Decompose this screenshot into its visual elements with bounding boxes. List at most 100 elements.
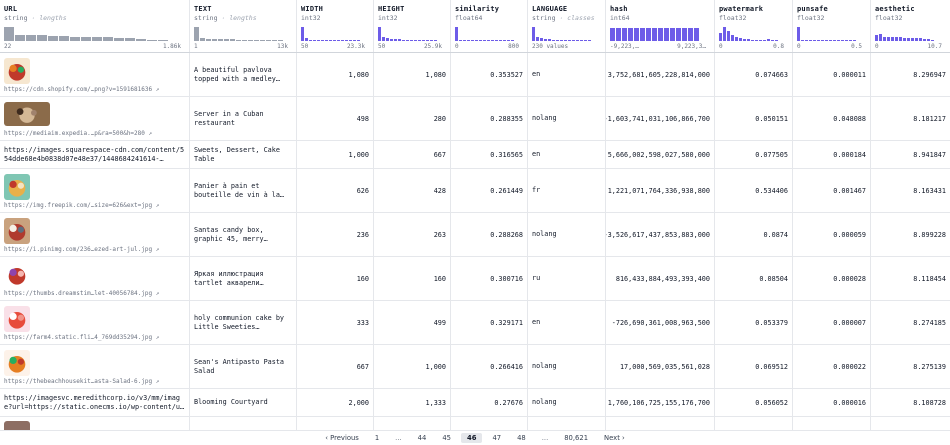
histogram-bar[interactable] xyxy=(544,39,547,41)
cell-height[interactable]: 1,080 xyxy=(374,53,451,96)
histogram-bar[interactable] xyxy=(536,37,539,41)
histogram-bar[interactable] xyxy=(487,40,490,41)
cell-language[interactable]: fr xyxy=(528,169,606,212)
histogram-bar[interactable] xyxy=(771,40,774,41)
histogram-bar[interactable] xyxy=(218,39,223,41)
cell-similarity[interactable]: 0.300716 xyxy=(451,257,528,300)
previous-page-button[interactable]: ‹ Previous xyxy=(325,434,359,442)
cell-aesthetic[interactable]: 8.163431 xyxy=(913,186,946,195)
histogram-bar[interactable] xyxy=(325,40,328,41)
histogram-bar[interactable] xyxy=(479,40,482,41)
histogram-bar[interactable] xyxy=(658,28,663,41)
cell-text[interactable]: Sean's Antipasto Pasta Salad xyxy=(190,345,297,388)
histogram-bar[interactable] xyxy=(883,37,886,41)
table-row[interactable]: https://thumbs.dreamstim…let-40056784.jp… xyxy=(0,257,950,301)
histogram-bar[interactable] xyxy=(875,35,878,41)
histogram-bar[interactable] xyxy=(801,40,804,41)
cell-width[interactable]: 236 xyxy=(297,213,374,256)
histogram-bar[interactable] xyxy=(48,36,58,41)
image-thumbnail[interactable] xyxy=(4,58,30,84)
table-row[interactable]: https://imagesvc.meredithcorp.io/v3/mm/i… xyxy=(0,389,950,417)
column-histogram[interactable] xyxy=(194,27,288,41)
page-number-button[interactable]: 1 xyxy=(374,434,380,442)
histogram-bar[interactable] xyxy=(915,38,918,41)
histogram-bar[interactable] xyxy=(475,40,478,41)
histogram-bar[interactable] xyxy=(719,33,722,41)
histogram-bar[interactable] xyxy=(911,38,914,41)
cell-language[interactable]: nolang xyxy=(528,213,606,256)
url-link[interactable]: https://mediaim.expedia.…p&ra=500&h=280 … xyxy=(4,130,153,137)
cell-height[interactable]: 280 xyxy=(374,97,451,140)
cell-language[interactable]: en xyxy=(528,141,606,168)
cell-hash[interactable]: 17,000,569,035,561,028 xyxy=(606,345,715,388)
image-thumbnail[interactable] xyxy=(4,350,30,376)
histogram-bar[interactable] xyxy=(622,28,627,41)
histogram-bar[interactable] xyxy=(463,40,466,41)
histogram-bar[interactable] xyxy=(503,40,506,41)
cell-aesthetic[interactable]: 8.899228 xyxy=(913,230,946,239)
histogram-bar[interactable] xyxy=(682,28,687,41)
histogram-bar[interactable] xyxy=(767,39,770,41)
column-header-punsafe[interactable]: punsafe float32 0 0.5 xyxy=(793,0,871,52)
histogram-bar[interactable] xyxy=(455,27,458,41)
histogram-bar[interactable] xyxy=(511,40,514,41)
cell-punsafe[interactable]: 0.000011 xyxy=(793,53,871,96)
url-link[interactable]: https://cdn.shopify.com/…png?v=159168163… xyxy=(4,86,160,93)
histogram-bar[interactable] xyxy=(434,40,437,41)
histogram-bar[interactable] xyxy=(817,40,820,41)
histogram-bar[interactable] xyxy=(610,28,615,41)
histogram-bar[interactable] xyxy=(398,39,401,41)
cell-pwatermark[interactable]: 0.08504 xyxy=(715,257,793,300)
cell-aesthetic[interactable]: 8.118454 xyxy=(913,274,946,283)
table-row[interactable]: https://cdn.shopify.com/…png?v=159168163… xyxy=(0,53,950,97)
histogram-bar[interactable] xyxy=(723,27,726,41)
histogram-bar[interactable] xyxy=(491,40,494,41)
column-histogram[interactable] xyxy=(455,27,519,41)
histogram-bar[interactable] xyxy=(751,40,754,41)
cell-pwatermark[interactable]: 0.069512 xyxy=(715,345,793,388)
column-header-height[interactable]: HEIGHT int32 50 25.9k xyxy=(374,0,451,52)
histogram-bar[interactable] xyxy=(260,40,265,41)
histogram-bar[interactable] xyxy=(341,40,344,41)
histogram-bar[interactable] xyxy=(402,40,405,41)
cell-hash[interactable]: 5,666,002,598,027,580,000 xyxy=(606,141,715,168)
histogram-bar[interactable] xyxy=(92,37,102,41)
histogram-bar[interactable] xyxy=(378,27,381,41)
histogram-bar[interactable] xyxy=(337,40,340,41)
cell-hash[interactable]: -726,690,361,008,963,500 xyxy=(606,301,715,344)
column-histogram[interactable] xyxy=(378,27,442,41)
histogram-bar[interactable] xyxy=(236,40,241,41)
histogram-bar[interactable] xyxy=(200,38,205,41)
histogram-bar[interactable] xyxy=(580,40,583,41)
column-header-hash[interactable]: hash int64 -9,223,… 9,223,3… xyxy=(606,0,715,52)
cell-width[interactable]: 2,000 xyxy=(297,389,374,416)
column-header-language[interactable]: LANGUAGE string · classes 230 values xyxy=(528,0,606,52)
histogram-bar[interactable] xyxy=(272,40,277,41)
histogram-bar[interactable] xyxy=(676,28,681,41)
histogram-bar[interactable] xyxy=(572,40,575,41)
histogram-bar[interactable] xyxy=(194,27,199,41)
cell-height[interactable]: 160 xyxy=(374,257,451,300)
histogram-bar[interactable] xyxy=(70,37,80,41)
histogram-bar[interactable] xyxy=(853,40,856,41)
cell-aesthetic[interactable]: 8.296947 xyxy=(913,70,946,79)
histogram-bar[interactable] xyxy=(321,40,324,41)
cell-similarity[interactable]: 0.261449 xyxy=(451,169,528,212)
histogram-bar[interactable] xyxy=(821,40,824,41)
histogram-bar[interactable] xyxy=(805,40,808,41)
histogram-bar[interactable] xyxy=(849,40,852,41)
histogram-bar[interactable] xyxy=(813,40,816,41)
cell-width[interactable]: 160 xyxy=(297,257,374,300)
histogram-bar[interactable] xyxy=(278,40,283,41)
column-histogram[interactable] xyxy=(610,27,706,41)
histogram-bar[interactable] xyxy=(837,40,840,41)
cell-height[interactable]: 499 xyxy=(374,301,451,344)
histogram-bar[interactable] xyxy=(103,37,113,41)
cell-similarity[interactable]: 0.27676 xyxy=(451,389,528,416)
histogram-bar[interactable] xyxy=(576,40,579,41)
url-link[interactable]: https://i.pinimg.com/236…ezed-art-jul.jp… xyxy=(4,246,160,253)
histogram-bar[interactable] xyxy=(426,40,429,41)
cell-url[interactable]: https://thumbs.dreamstim…let-40056784.jp… xyxy=(0,257,190,300)
histogram-bar[interactable] xyxy=(4,27,14,41)
cell-similarity[interactable]: 0.288355 xyxy=(451,97,528,140)
